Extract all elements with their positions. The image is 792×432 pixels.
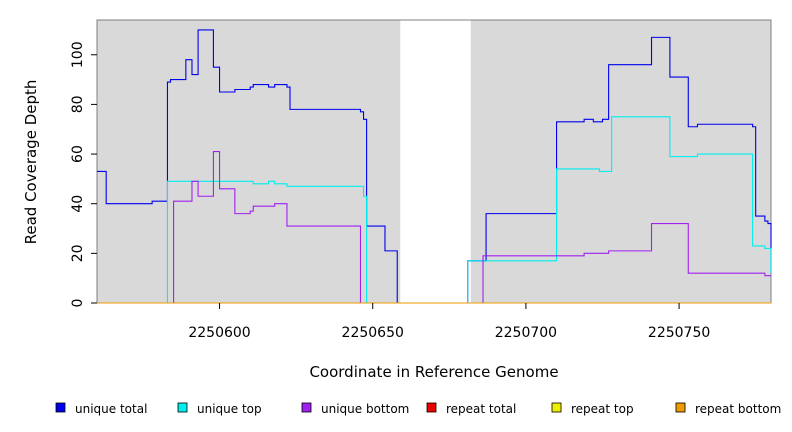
y-tick-label: 60 — [70, 145, 86, 163]
x-tick-label: 2250750 — [648, 325, 710, 341]
y-tick-label: 80 — [70, 95, 86, 113]
y-tick-label: 100 — [70, 41, 86, 68]
series-line-unique-total — [97, 29, 772, 304]
shaded-regions — [97, 20, 771, 303]
y-tick-label: 20 — [70, 244, 86, 262]
legend-label: unique total — [75, 402, 147, 416]
legend-swatch — [301, 402, 312, 413]
axes: 0 20 40 60 80 100 2250600 2250650 2250700 2250750 — [70, 41, 710, 341]
legend-label: repeat total — [446, 402, 516, 416]
legend-swatch — [551, 402, 562, 413]
legend-label: repeat top — [571, 402, 634, 416]
legend-label: unique bottom — [321, 402, 409, 416]
y-axis-title: Read Coverage Depth — [22, 80, 40, 245]
legend-item-repeat-top: repeat top — [551, 402, 634, 416]
series-lines — [97, 29, 772, 304]
legend-swatch — [55, 402, 66, 413]
y-tick-label: 0 — [70, 299, 86, 308]
x-axis-title: Coordinate in Reference Genome — [309, 363, 558, 381]
x-tick-label: 2250650 — [342, 325, 404, 341]
legend-swatch — [675, 402, 686, 413]
legend-item-repeat-total: repeat total — [426, 402, 516, 416]
legend-swatch — [426, 402, 437, 413]
series-line-unique-bottom — [97, 151, 771, 304]
series-line-unique-top — [97, 116, 772, 304]
y-tick-label: 40 — [70, 195, 86, 213]
legend-item-unique-top: unique top — [177, 402, 262, 416]
legend-swatch — [177, 402, 188, 413]
x-tick-label: 2250600 — [188, 325, 250, 341]
legend-label: repeat bottom — [695, 402, 781, 416]
legend-item-repeat-bottom: repeat bottom — [675, 402, 781, 416]
x-tick-label: 2250700 — [495, 325, 557, 341]
legend-item-unique-total: unique total — [55, 402, 147, 416]
legend: unique total unique top unique bottom repea… — [55, 402, 781, 416]
legend-item-unique-bottom: unique bottom — [301, 402, 409, 416]
shaded-region-1 — [97, 20, 401, 303]
legend-label: unique top — [197, 402, 262, 416]
